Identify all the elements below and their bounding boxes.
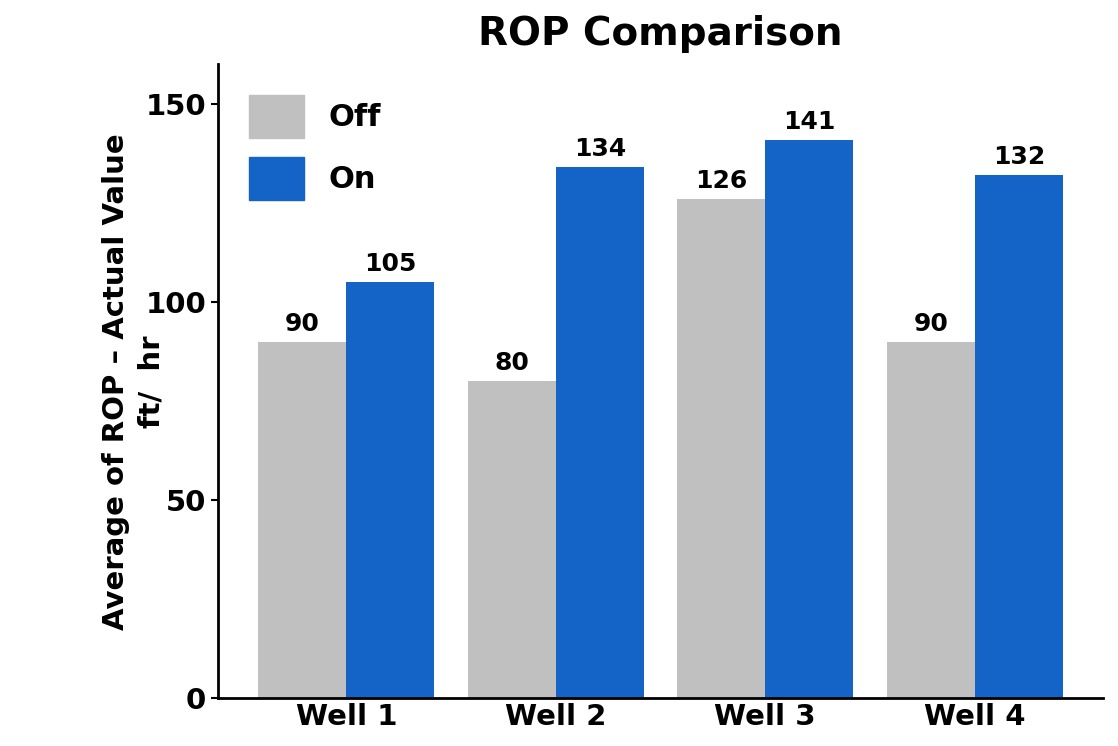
Text: 134: 134 xyxy=(574,137,626,161)
Text: ft/  hr: ft/ hr xyxy=(138,335,165,427)
Bar xyxy=(347,282,434,698)
Text: Average of ROP – Actual Value: Average of ROP – Actual Value xyxy=(103,133,131,630)
Bar xyxy=(975,175,1063,698)
Text: 105: 105 xyxy=(364,252,417,276)
Title: ROP Comparison: ROP Comparison xyxy=(479,15,843,53)
Bar xyxy=(678,199,766,698)
Bar xyxy=(258,342,347,698)
Text: 132: 132 xyxy=(993,145,1045,169)
Text: 141: 141 xyxy=(783,110,835,134)
Bar xyxy=(556,167,644,698)
Text: 126: 126 xyxy=(695,169,748,193)
Bar xyxy=(887,342,975,698)
Text: 90: 90 xyxy=(285,312,320,336)
Text: 80: 80 xyxy=(494,351,529,375)
Bar xyxy=(467,381,556,698)
Legend: Off, On: Off, On xyxy=(234,80,396,215)
Text: 90: 90 xyxy=(913,312,948,336)
Bar xyxy=(766,140,853,698)
